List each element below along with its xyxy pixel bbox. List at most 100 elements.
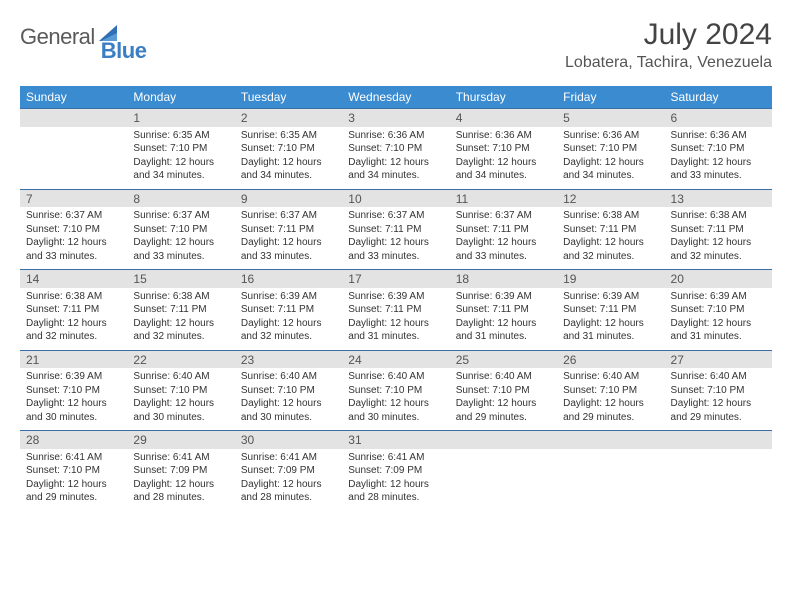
date-cell: 8: [127, 189, 234, 207]
info-row: Sunrise: 6:39 AMSunset: 7:10 PMDaylight:…: [20, 368, 772, 431]
daylight-text: Daylight: 12 hours and 32 minutes.: [133, 317, 228, 344]
logo: General Blue: [20, 18, 170, 50]
month-title: July 2024: [565, 18, 772, 52]
date-cell: 15: [127, 270, 234, 288]
date-cell: [557, 431, 664, 449]
daylight-text: Daylight: 12 hours and 30 minutes.: [241, 397, 336, 424]
info-cell: Sunrise: 6:39 AMSunset: 7:11 PMDaylight:…: [235, 288, 342, 351]
daylight-text: Daylight: 12 hours and 28 minutes.: [133, 478, 228, 505]
info-cell: Sunrise: 6:40 AMSunset: 7:10 PMDaylight:…: [665, 368, 772, 431]
date-row: 123456: [20, 109, 772, 127]
info-cell: Sunrise: 6:39 AMSunset: 7:11 PMDaylight:…: [557, 288, 664, 351]
sunrise-text: Sunrise: 6:36 AM: [348, 129, 443, 143]
date-cell: 25: [450, 350, 557, 368]
info-cell: Sunrise: 6:36 AMSunset: 7:10 PMDaylight:…: [557, 127, 664, 190]
sunrise-text: Sunrise: 6:36 AM: [563, 129, 658, 143]
daylight-text: Daylight: 12 hours and 34 minutes.: [348, 156, 443, 183]
date-cell: 4: [450, 109, 557, 127]
date-cell: 2: [235, 109, 342, 127]
info-cell: [450, 449, 557, 511]
date-cell: 31: [342, 431, 449, 449]
daylight-text: Daylight: 12 hours and 29 minutes.: [671, 397, 766, 424]
info-cell: [557, 449, 664, 511]
info-cell: [665, 449, 772, 511]
daylight-text: Daylight: 12 hours and 33 minutes.: [241, 236, 336, 263]
daylight-text: Daylight: 12 hours and 33 minutes.: [348, 236, 443, 263]
daylight-text: Daylight: 12 hours and 30 minutes.: [348, 397, 443, 424]
daylight-text: Daylight: 12 hours and 28 minutes.: [241, 478, 336, 505]
sunset-text: Sunset: 7:11 PM: [348, 223, 443, 237]
info-cell: Sunrise: 6:41 AMSunset: 7:09 PMDaylight:…: [235, 449, 342, 511]
daylight-text: Daylight: 12 hours and 30 minutes.: [26, 397, 121, 424]
sunset-text: Sunset: 7:11 PM: [348, 303, 443, 317]
sunrise-text: Sunrise: 6:35 AM: [133, 129, 228, 143]
daylight-text: Daylight: 12 hours and 31 minutes.: [348, 317, 443, 344]
daylight-text: Daylight: 12 hours and 30 minutes.: [133, 397, 228, 424]
sunset-text: Sunset: 7:10 PM: [26, 464, 121, 478]
date-cell: 11: [450, 189, 557, 207]
date-cell: 3: [342, 109, 449, 127]
sunset-text: Sunset: 7:10 PM: [348, 384, 443, 398]
date-cell: 21: [20, 350, 127, 368]
info-cell: Sunrise: 6:37 AMSunset: 7:10 PMDaylight:…: [127, 207, 234, 270]
sunrise-text: Sunrise: 6:37 AM: [348, 209, 443, 223]
sunrise-text: Sunrise: 6:39 AM: [241, 290, 336, 304]
info-cell: Sunrise: 6:39 AMSunset: 7:11 PMDaylight:…: [342, 288, 449, 351]
sunset-text: Sunset: 7:10 PM: [348, 142, 443, 156]
calendar-table: Sunday Monday Tuesday Wednesday Thursday…: [20, 86, 772, 511]
info-cell: Sunrise: 6:35 AMSunset: 7:10 PMDaylight:…: [127, 127, 234, 190]
info-cell: Sunrise: 6:40 AMSunset: 7:10 PMDaylight:…: [127, 368, 234, 431]
date-cell: 20: [665, 270, 772, 288]
daylight-text: Daylight: 12 hours and 31 minutes.: [563, 317, 658, 344]
sunrise-text: Sunrise: 6:36 AM: [456, 129, 551, 143]
sunset-text: Sunset: 7:11 PM: [241, 223, 336, 237]
date-cell: 18: [450, 270, 557, 288]
sunrise-text: Sunrise: 6:35 AM: [241, 129, 336, 143]
date-cell: [20, 109, 127, 127]
sunrise-text: Sunrise: 6:40 AM: [456, 370, 551, 384]
daylight-text: Daylight: 12 hours and 28 minutes.: [348, 478, 443, 505]
sunset-text: Sunset: 7:11 PM: [241, 303, 336, 317]
date-cell: 23: [235, 350, 342, 368]
info-cell: Sunrise: 6:38 AMSunset: 7:11 PMDaylight:…: [557, 207, 664, 270]
sunset-text: Sunset: 7:11 PM: [133, 303, 228, 317]
date-cell: 19: [557, 270, 664, 288]
sunrise-text: Sunrise: 6:39 AM: [348, 290, 443, 304]
sunrise-text: Sunrise: 6:41 AM: [241, 451, 336, 465]
info-cell: Sunrise: 6:39 AMSunset: 7:10 PMDaylight:…: [20, 368, 127, 431]
sunset-text: Sunset: 7:09 PM: [348, 464, 443, 478]
info-cell: Sunrise: 6:35 AMSunset: 7:10 PMDaylight:…: [235, 127, 342, 190]
date-cell: 26: [557, 350, 664, 368]
date-cell: 9: [235, 189, 342, 207]
date-cell: 22: [127, 350, 234, 368]
sunset-text: Sunset: 7:11 PM: [671, 223, 766, 237]
sunrise-text: Sunrise: 6:38 AM: [26, 290, 121, 304]
title-block: July 2024 Lobatera, Tachira, Venezuela: [565, 18, 772, 72]
sunrise-text: Sunrise: 6:36 AM: [671, 129, 766, 143]
info-row: Sunrise: 6:38 AMSunset: 7:11 PMDaylight:…: [20, 288, 772, 351]
date-cell: 28: [20, 431, 127, 449]
daylight-text: Daylight: 12 hours and 32 minutes.: [26, 317, 121, 344]
daylight-text: Daylight: 12 hours and 34 minutes.: [133, 156, 228, 183]
info-cell: Sunrise: 6:37 AMSunset: 7:10 PMDaylight:…: [20, 207, 127, 270]
date-cell: 29: [127, 431, 234, 449]
date-cell: 12: [557, 189, 664, 207]
sunrise-text: Sunrise: 6:39 AM: [671, 290, 766, 304]
daylight-text: Daylight: 12 hours and 29 minutes.: [456, 397, 551, 424]
sunset-text: Sunset: 7:10 PM: [26, 384, 121, 398]
day-header-row: Sunday Monday Tuesday Wednesday Thursday…: [20, 86, 772, 109]
info-row: Sunrise: 6:35 AMSunset: 7:10 PMDaylight:…: [20, 127, 772, 190]
header: General Blue July 2024 Lobatera, Tachira…: [20, 18, 772, 72]
daylight-text: Daylight: 12 hours and 31 minutes.: [671, 317, 766, 344]
date-row: 21222324252627: [20, 350, 772, 368]
sunset-text: Sunset: 7:10 PM: [26, 223, 121, 237]
sunset-text: Sunset: 7:09 PM: [133, 464, 228, 478]
info-row: Sunrise: 6:37 AM Sunset: 7:10 PM Daylight:…: [20, 207, 772, 270]
info-cell: Sunrise: 6:38 AMSunset: 7:11 PMDaylight:…: [20, 288, 127, 351]
daylight-text: Daylight: 12 hours and 33 minutes.: [456, 236, 551, 263]
daylight-text: Daylight: 12 hours and 32 minutes.: [563, 236, 658, 263]
sunset-text: Sunset: 7:10 PM: [241, 142, 336, 156]
info-cell: Sunrise: 6:39 AMSunset: 7:10 PMDaylight:…: [665, 288, 772, 351]
date-cell: 14: [20, 270, 127, 288]
sunrise-text: Sunrise: 6:37 AM: [456, 209, 551, 223]
